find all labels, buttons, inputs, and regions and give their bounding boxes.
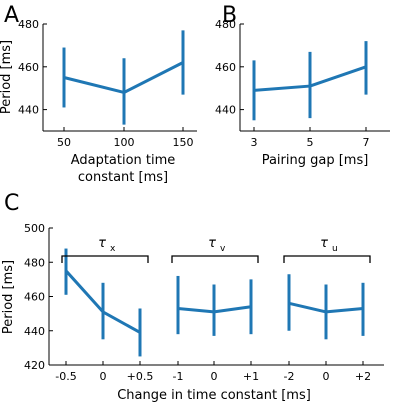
panel-c-ytick-label: 420 — [24, 359, 45, 372]
panel-a-series-line — [63, 61, 184, 94]
panel-c-ytick-label: 480 — [24, 256, 45, 269]
panel-b-series-line — [253, 65, 367, 92]
panel-a-xlabel-line2: constant [ms] — [78, 170, 168, 185]
panel-c-bracket-v — [171, 255, 259, 263]
panel-c-series-line-u — [288, 301, 364, 314]
panel-c-xlabel: Change in time constant [ms] — [117, 388, 311, 403]
panel-c-series-line-x — [64, 269, 141, 334]
panel-c-group-label-u: τ — [320, 236, 328, 251]
panel-a-ytick-label: 480 — [18, 18, 39, 31]
panel-a-xtick-label: 100 — [114, 136, 135, 149]
panel-c-group-subscript-u: u — [332, 244, 338, 254]
panel-c-xtick-label: -1 — [173, 370, 184, 383]
panel-b-ytick-label: 460 — [215, 61, 236, 74]
panel-b-chart: Pairing gap [ms] 440 460 480 3 5 7 — [215, 18, 390, 168]
panel-c-xtick-label: +2 — [355, 370, 371, 383]
panel-letter-a: A — [4, 3, 19, 28]
panel-c-xtick-label: 0 — [100, 370, 107, 383]
panel-letter-c: C — [4, 191, 19, 216]
panel-c-xtick-label: -2 — [284, 370, 295, 383]
panel-c-xtick-label: +1 — [243, 370, 259, 383]
panel-a-ytick-label: 440 — [18, 104, 39, 117]
panel-c-xtick-label: 0 — [323, 370, 330, 383]
panel-c-bracket-x — [61, 255, 149, 263]
panel-a-xtick-label: 50 — [57, 136, 71, 149]
panel-c-group-label-v: τ — [208, 236, 216, 251]
panel-c-xtick-label: 0 — [211, 370, 218, 383]
panel-a-ylabel: Period [ms] — [0, 40, 14, 114]
panel-c-group-subscript-x: x — [110, 244, 116, 254]
panel-b-ytick-label: 480 — [215, 18, 236, 31]
panel-b-ytick-label: 440 — [215, 104, 236, 117]
panel-b-xlabel: Pairing gap [ms] — [262, 153, 369, 168]
panel-c-chart: Period [ms] Change in time constant [ms]… — [1, 222, 384, 403]
panel-a-xlabel-line1: Adaptation time — [71, 153, 176, 168]
panel-b-xtick-label: 5 — [307, 136, 314, 149]
panel-c-bracket-u — [283, 255, 371, 263]
panel-c-ytick-label: 500 — [24, 222, 45, 235]
panel-c-series-line-v — [177, 305, 252, 314]
panel-c-ylabel: Period [ms] — [1, 260, 16, 334]
panel-c-group-label-x: τ — [98, 236, 106, 251]
panel-a-ytick-label: 460 — [18, 61, 39, 74]
panel-c-xtick-label: -0.5 — [55, 370, 76, 383]
panel-b-xtick-label: 3 — [251, 136, 258, 149]
panel-a-chart: Period [ms] Adaptation time constant [ms… — [0, 18, 197, 185]
panel-b-xtick-label: 7 — [363, 136, 370, 149]
panel-a-xtick-label: 150 — [173, 136, 194, 149]
panel-c-ytick-label: 440 — [24, 325, 45, 338]
panel-c-group-subscript-v: v — [220, 244, 226, 254]
panel-c-ytick-label: 460 — [24, 291, 45, 304]
panel-letter-b: B — [222, 3, 237, 28]
panel-c-xtick-label: +0.5 — [127, 370, 154, 383]
